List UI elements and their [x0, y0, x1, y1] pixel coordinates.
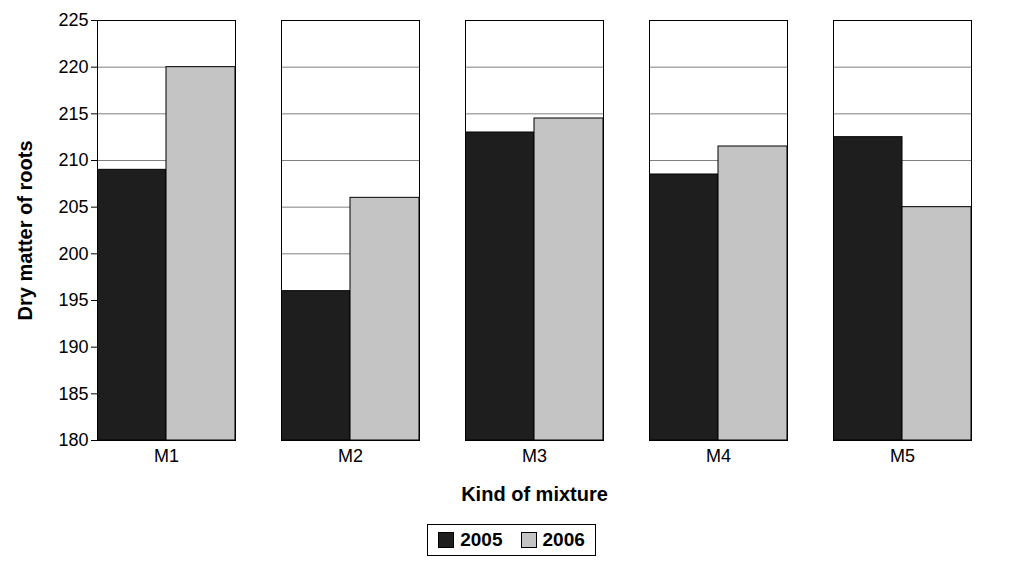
- svg-text:185: 185: [58, 384, 88, 404]
- svg-text:Dry matter of roots: Dry matter of roots: [14, 140, 36, 320]
- svg-text:M5: M5: [890, 446, 915, 466]
- html-text:2006: 2006: [542, 529, 585, 550]
- svg-text:220: 220: [58, 57, 88, 77]
- svg-text:M1: M1: [154, 446, 179, 466]
- svg-text:M2: M2: [338, 446, 363, 466]
- svg-text:M4: M4: [706, 446, 731, 466]
- svg-text:Kind of mixture: Kind of mixture: [461, 483, 608, 505]
- svg-text:M3: M3: [522, 446, 547, 466]
- svg-text:190: 190: [58, 337, 88, 357]
- svg-text:180: 180: [58, 430, 88, 450]
- svg-text:200: 200: [58, 244, 88, 264]
- svg-text:210: 210: [58, 150, 88, 170]
- svg-text:215: 215: [58, 104, 88, 124]
- svg-text:195: 195: [58, 290, 88, 310]
- svg-text:225: 225: [58, 10, 88, 30]
- html-text:2005: 2005: [460, 529, 503, 550]
- svg-text:205: 205: [58, 197, 88, 217]
